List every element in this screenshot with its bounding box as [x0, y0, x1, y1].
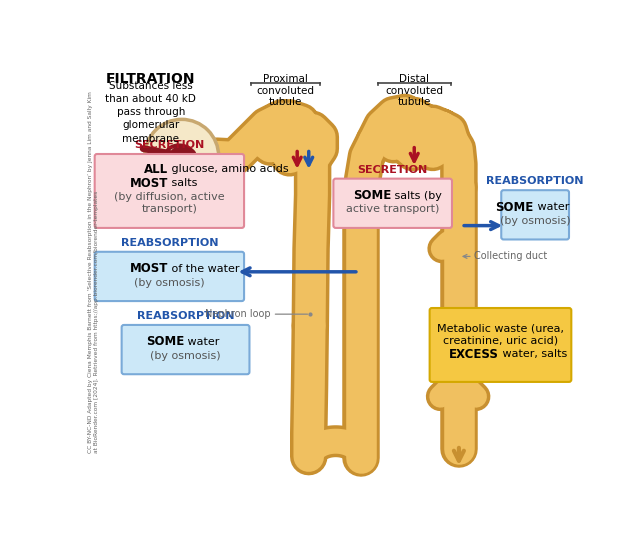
Text: Substances less
than about 40 kD
pass through
glomerular
membrane: Substances less than about 40 kD pass th… — [106, 81, 196, 144]
Text: (by osmosis): (by osmosis) — [134, 278, 205, 288]
Circle shape — [145, 119, 219, 194]
Text: MOST: MOST — [129, 177, 168, 190]
Text: EXCESS: EXCESS — [449, 348, 499, 361]
Text: (by diffusion, active: (by diffusion, active — [114, 192, 225, 202]
Text: salts (by: salts (by — [391, 191, 442, 201]
FancyBboxPatch shape — [95, 252, 244, 301]
FancyBboxPatch shape — [501, 190, 569, 239]
Text: Proximal
convoluted
tubule: Proximal convoluted tubule — [257, 74, 315, 107]
Text: FILTRATION: FILTRATION — [106, 72, 196, 86]
Text: water: water — [534, 202, 569, 212]
Text: REABSORPTION: REABSORPTION — [120, 238, 218, 248]
Text: SOME: SOME — [495, 201, 534, 213]
FancyBboxPatch shape — [333, 178, 452, 228]
Text: active transport): active transport) — [346, 204, 440, 215]
Text: Metabolic waste (urea,: Metabolic waste (urea, — [437, 323, 564, 333]
Text: SECRETION: SECRETION — [134, 140, 205, 150]
Text: Collecting duct: Collecting duct — [474, 251, 548, 261]
Text: Distal
convoluted
tubule: Distal convoluted tubule — [385, 74, 444, 107]
Text: Nephron loop: Nephron loop — [205, 309, 270, 319]
Text: ALL: ALL — [144, 163, 168, 176]
Text: transport): transport) — [141, 204, 197, 215]
Text: salts: salts — [168, 178, 197, 188]
Text: CC BY-NC-ND Adapted by Ciena Memphis Barnett from ‘Selective Reabsorption in the: CC BY-NC-ND Adapted by Ciena Memphis Bar… — [88, 91, 99, 453]
Text: (by osmosis): (by osmosis) — [500, 216, 570, 226]
Text: creatinine, uric acid): creatinine, uric acid) — [443, 335, 558, 345]
Text: MOST: MOST — [129, 262, 168, 275]
Text: REABSORPTION: REABSORPTION — [486, 176, 584, 186]
Text: REABSORPTION: REABSORPTION — [137, 311, 234, 321]
Text: SOME: SOME — [353, 189, 391, 202]
Text: SECRETION: SECRETION — [358, 165, 428, 175]
Text: water: water — [184, 337, 220, 347]
Text: water, salts: water, salts — [499, 349, 567, 359]
Text: of the water: of the water — [168, 264, 239, 274]
FancyBboxPatch shape — [429, 308, 572, 382]
FancyBboxPatch shape — [122, 325, 250, 374]
Text: glucose, amino acids: glucose, amino acids — [168, 164, 289, 175]
FancyBboxPatch shape — [95, 154, 244, 228]
Text: (by osmosis): (by osmosis) — [150, 351, 221, 361]
Text: SOME: SOME — [146, 335, 184, 348]
